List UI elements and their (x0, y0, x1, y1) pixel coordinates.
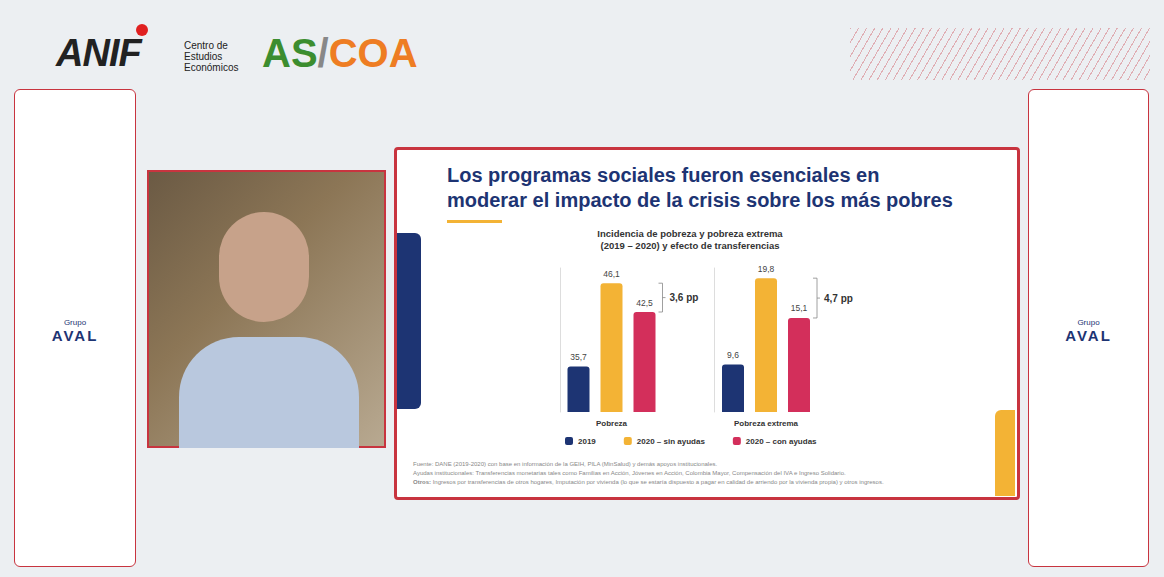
html-text:(2019 – 2020) y efecto de tran: (2019 – 2020) y efecto de transferencias (600, 240, 780, 251)
svg-text:2019: 2019 (578, 437, 596, 446)
svg-text:9,6: 9,6 (727, 350, 739, 360)
html-text:Centro de: Centro de (184, 40, 228, 51)
html-text:Económicos: Económicos (184, 62, 239, 73)
svg-text:15,1: 15,1 (791, 303, 808, 313)
svg-text:19,8: 19,8 (758, 264, 775, 274)
svg-text:46,1: 46,1 (603, 269, 620, 279)
html-text:AVAL: AVAL (51, 327, 99, 344)
html-text:AVAL: AVAL (1065, 327, 1112, 344)
svg-text:2020 – con ayudas: 2020 – con ayudas (746, 437, 817, 446)
html-text:Fuente: DANE (2019-2020) con b: Fuente: DANE (2019-2020) con base en inf… (413, 461, 718, 467)
svg-text:4,7 pp: 4,7 pp (824, 293, 853, 304)
svg-text:Pobreza extrema: Pobreza extrema (734, 419, 799, 428)
svg-text:Pobreza: Pobreza (596, 419, 628, 428)
html-text:Estudios: Estudios (184, 51, 223, 62)
svg-text:42,5: 42,5 (636, 298, 653, 308)
html-text:Otros: Ingresos por transferen: Otros: Ingresos por transferencias de ot… (413, 479, 884, 485)
html-text:Ayudas institucionales: Transf: Ayudas institucionales: Transferencias m… (413, 470, 846, 476)
html-text:Los programas sociales fueron: Los programas sociales fueron esenciales… (447, 164, 880, 186)
html-text:ANIF: ANIF (56, 32, 141, 74)
svg-text:3,6 pp: 3,6 pp (670, 292, 699, 303)
html-text:Grupo: Grupo (1077, 318, 1100, 327)
svg-text:2020 – sin ayudas: 2020 – sin ayudas (637, 437, 706, 446)
html-text:AS / COA: AS / COA (262, 31, 418, 75)
html-text:Incidencia de pobreza y pobrez: Incidencia de pobreza y pobreza extrema (597, 228, 783, 239)
svg-text:35,7: 35,7 (570, 352, 587, 362)
html-text:Grupo: Grupo (63, 318, 87, 327)
html-text:moderar el impacto de la crisi: moderar el impacto de la crisis sobre lo… (447, 189, 953, 211)
